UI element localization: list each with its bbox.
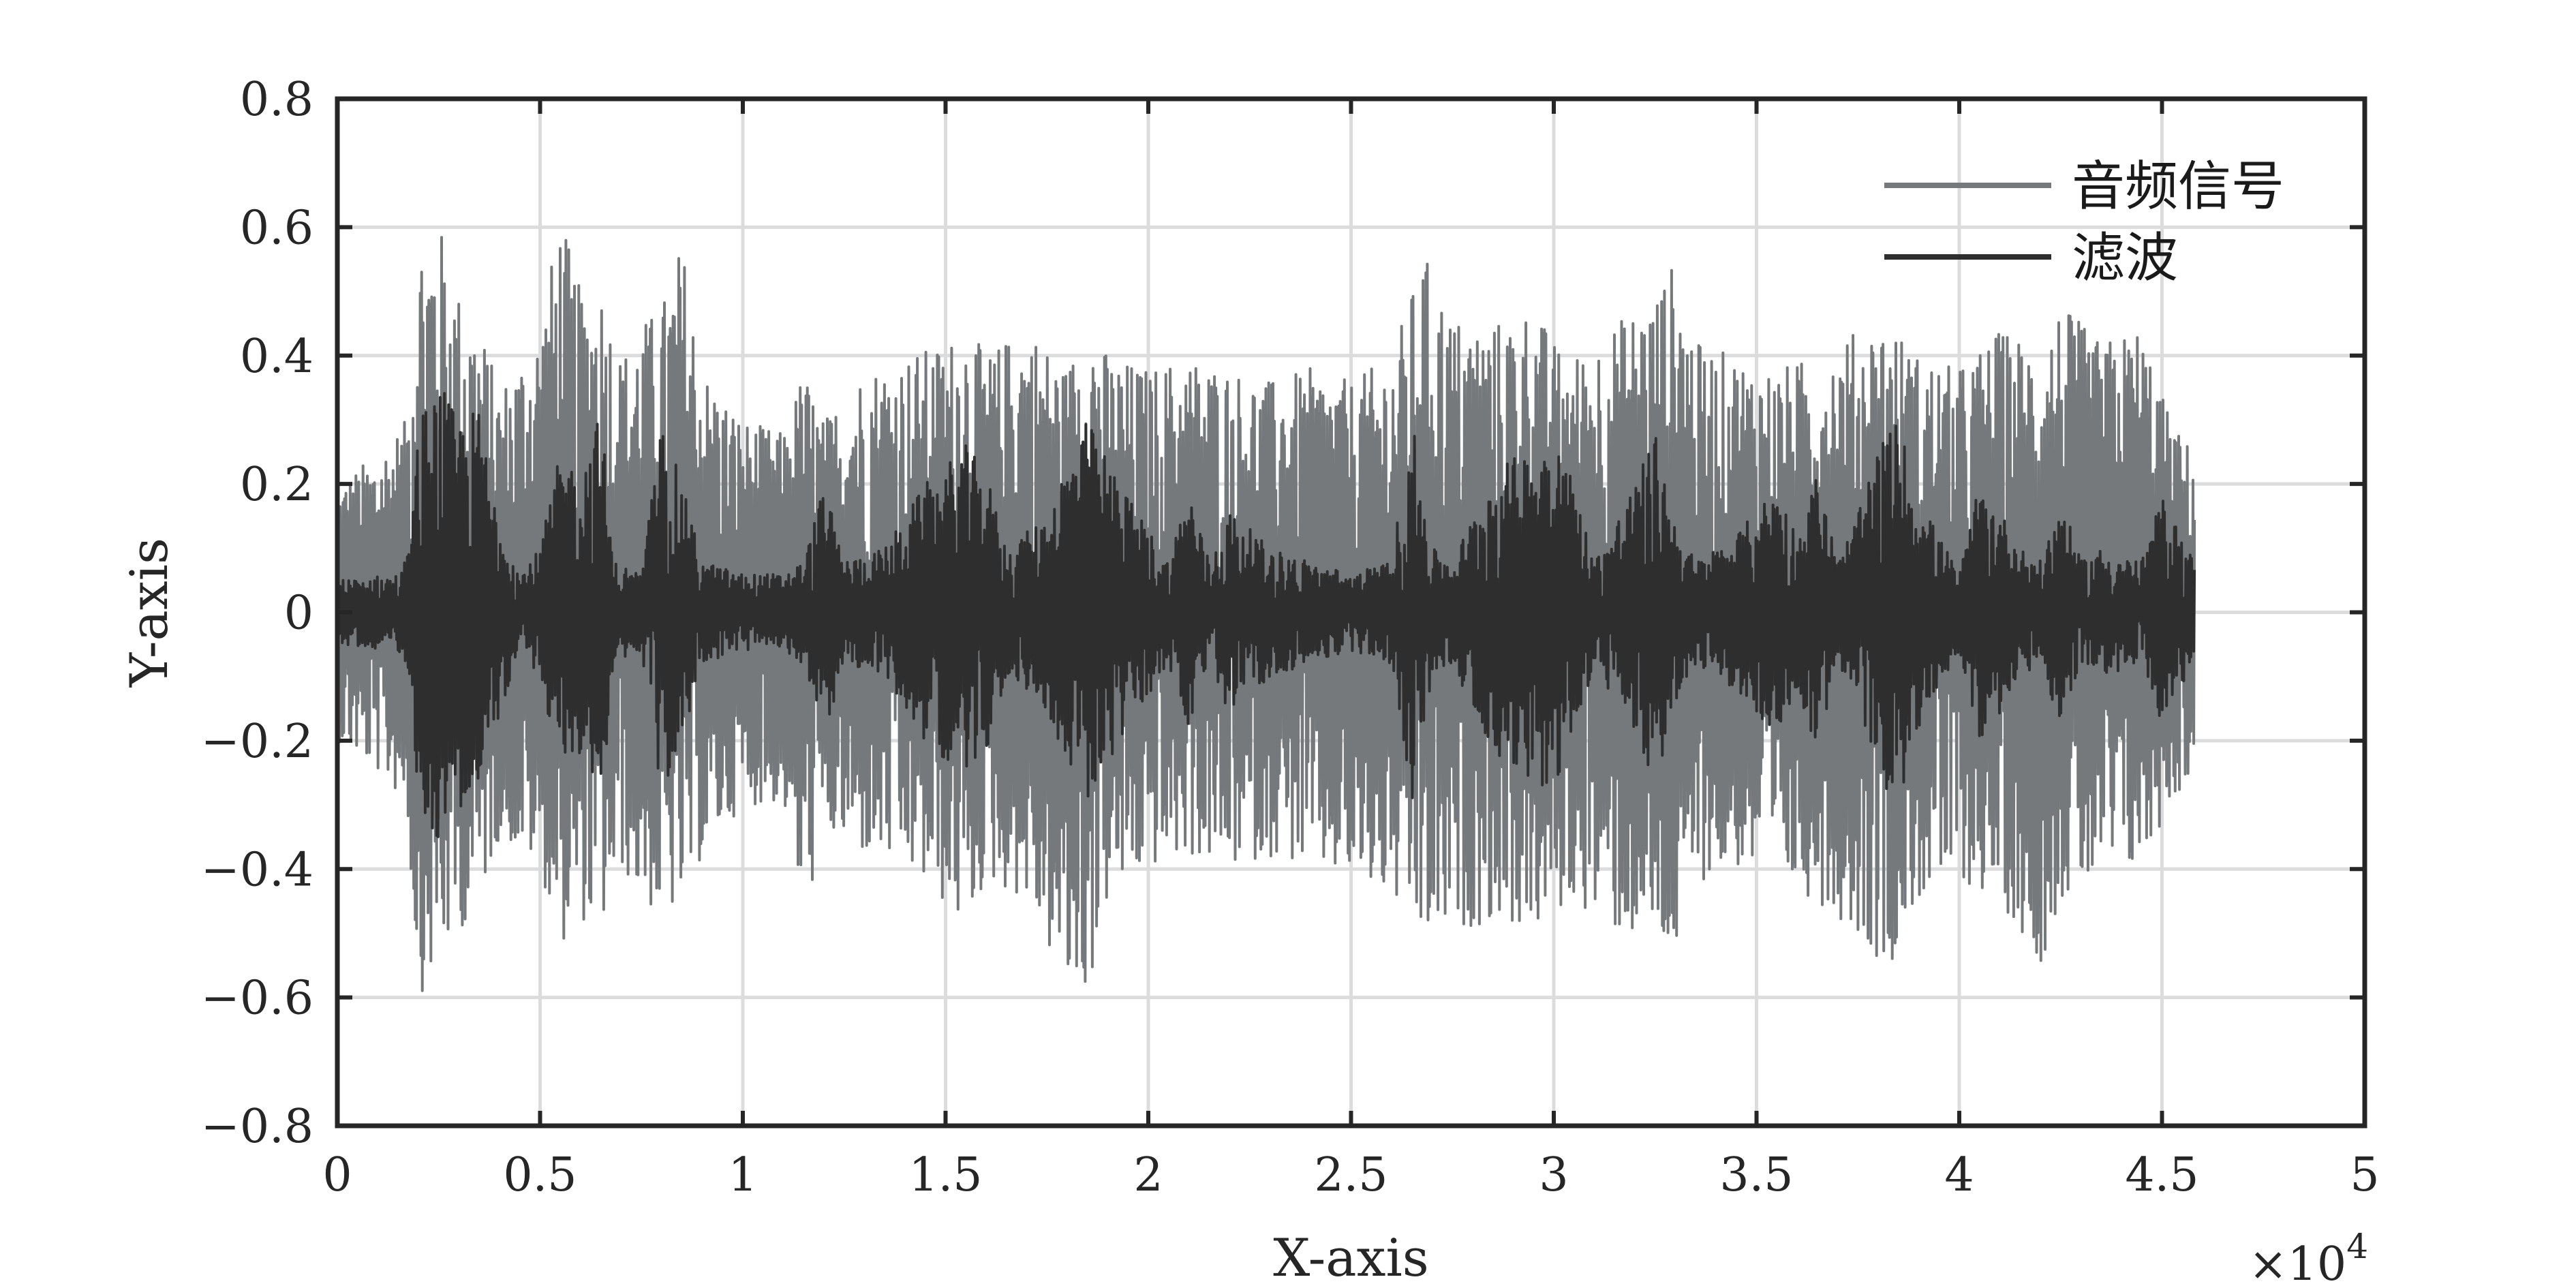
x-tick-label: 4.5 xyxy=(2125,1148,2198,1202)
x-tick-label: 3.5 xyxy=(1719,1148,1793,1202)
axis-ticks: 0 0.5 1 1.5 2 2.5 3 3.5 4 4.5 5 −0.8 −0.6 −0.4 −0.2 0 0.… xyxy=(201,73,2380,1202)
legend-label-audio-signal: 音频信号 xyxy=(2072,156,2284,217)
x-tick-label: 0 xyxy=(322,1148,352,1202)
x-tick-label: 1 xyxy=(728,1148,757,1202)
series-filtered-line xyxy=(336,392,2196,838)
y-tick-label: −0.8 xyxy=(201,1100,313,1154)
y-tick-label: −0.2 xyxy=(201,715,313,769)
y-axis-label: Y-axis xyxy=(119,538,179,688)
y-tick-label: −0.4 xyxy=(201,843,313,897)
x-tick-label: 1.5 xyxy=(908,1148,982,1202)
x-tick-label: 2 xyxy=(1133,1148,1163,1202)
x-axis-multiplier-base: ×10 xyxy=(2249,1238,2347,1288)
y-tick-label: 0.4 xyxy=(240,330,313,384)
y-tick-label: −0.6 xyxy=(201,972,313,1026)
y-tick-label: 0.8 xyxy=(240,73,313,127)
y-tick-label: 0.6 xyxy=(240,201,313,255)
x-axis-multiplier-exponent: 4 xyxy=(2346,1227,2368,1266)
plot-area xyxy=(336,236,2196,992)
x-tick-label: 2.5 xyxy=(1314,1148,1387,1202)
x-tick-label: 3 xyxy=(1539,1148,1568,1202)
y-tick-label: 0.2 xyxy=(240,458,313,512)
x-tick-label: 0.5 xyxy=(503,1148,577,1202)
x-axis-multiplier: ×104 xyxy=(2249,1227,2368,1288)
legend-label-filtered: 滤波 xyxy=(2072,228,2178,289)
x-tick-label: 5 xyxy=(2350,1148,2379,1202)
x-tick-label: 4 xyxy=(1944,1148,1974,1202)
x-axis-label: X-axis xyxy=(1273,1227,1429,1288)
y-tick-label: 0 xyxy=(284,587,313,641)
legend: 音频信号 滤波 xyxy=(1884,156,2284,289)
